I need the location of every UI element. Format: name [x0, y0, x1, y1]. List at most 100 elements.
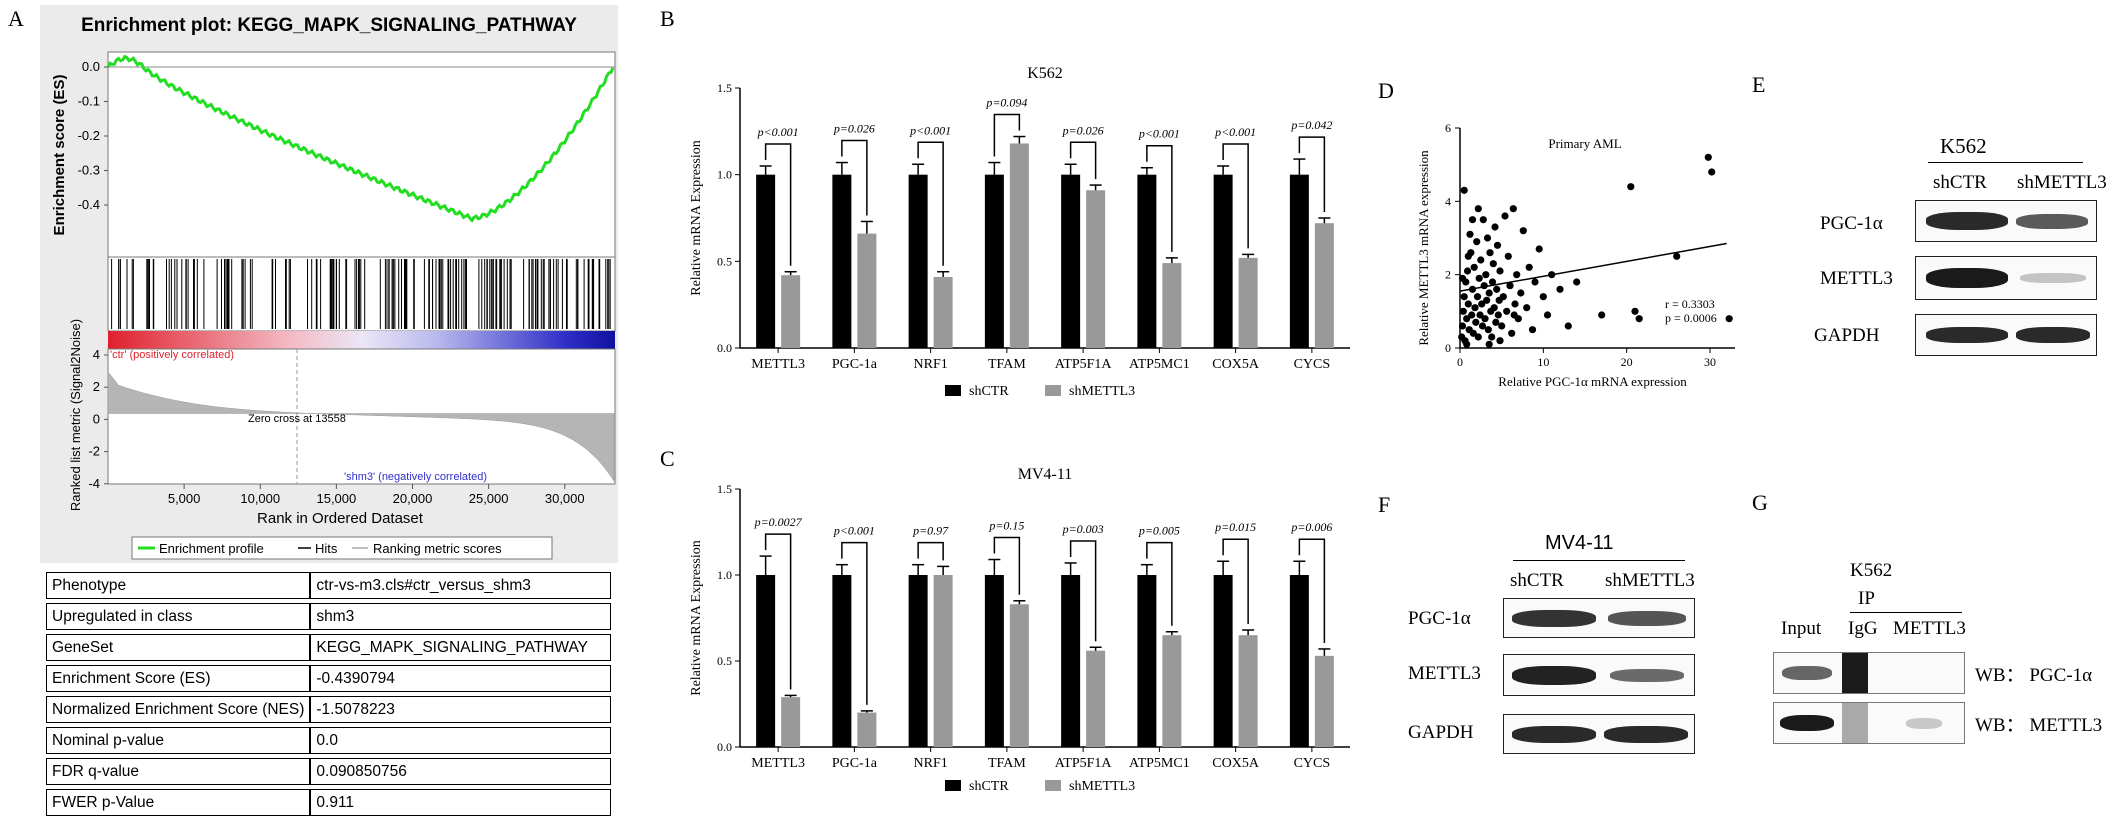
scatter-point — [1469, 329, 1477, 337]
bar-shmettl3 — [857, 712, 877, 747]
scatter-point — [1477, 256, 1485, 264]
scatter-point — [1508, 329, 1516, 337]
bar-shctr — [756, 174, 776, 348]
table-value: 0.0 — [310, 727, 611, 754]
bar-shmettl3 — [1009, 143, 1029, 348]
band — [2020, 273, 2086, 283]
bar-shctr — [984, 575, 1004, 747]
x-tick-label: TFAM — [988, 357, 1026, 372]
panel-e-blot-pgc1a — [1915, 200, 2097, 242]
scatter-point — [1471, 304, 1479, 312]
panel-letter-e: E — [1752, 72, 1766, 97]
scatter-point — [1564, 322, 1572, 330]
hits-barcode — [111, 259, 611, 329]
rank-tick-label: 20,000 — [393, 491, 433, 506]
scatter-point — [1486, 249, 1494, 257]
gsea-title: Enrichment plot: KEGG_MAPK_SIGNALING_PAT… — [81, 15, 577, 36]
bar-shctr — [832, 575, 852, 747]
es-tick-label: -0.1 — [78, 94, 100, 109]
bar-shmettl3 — [1314, 223, 1334, 348]
scatter-point — [1499, 293, 1507, 301]
panel-f-row-pgc1a: PGC-1α — [1408, 608, 1471, 629]
legend-hits-label: Hits — [315, 541, 338, 556]
scatter-point — [1488, 278, 1497, 286]
panel-e-blot-gapdh — [1915, 314, 2097, 356]
table-row: Enrichment Score (ES) -0.4390794 — [46, 665, 611, 692]
scatter-point — [1490, 304, 1498, 312]
x-tick-label: METTL3 — [751, 756, 805, 771]
table-row: Normalized Enrichment Score (NES) -1.5078… — [46, 696, 611, 723]
bar-shmettl3 — [781, 697, 801, 747]
panel-g-row-mettl3: WB： METTL3 — [1975, 715, 2103, 736]
scatter-point — [1474, 333, 1482, 341]
positive-label: 'ctr' (positively correlated) — [110, 349, 234, 361]
bar-shctr — [1061, 575, 1081, 747]
bar-shctr — [1213, 575, 1233, 747]
panel-e-blot-mettl3 — [1915, 256, 2097, 300]
panel-g-lane-mettl3: METTL3 — [1893, 618, 1966, 639]
significance-bracket — [1069, 141, 1097, 180]
panel-letter-b: B — [660, 6, 675, 31]
scatter-point — [1464, 300, 1472, 308]
panel-e-lane-shctr: shCTR — [1933, 172, 1987, 193]
table-value: 0.090850756 — [310, 758, 611, 785]
rank-tick-label: 15,000 — [316, 491, 356, 506]
scatter-point — [1708, 168, 1716, 176]
legend-swatch-shctr — [945, 780, 961, 791]
y-tick-label: 1.5 — [717, 81, 732, 95]
legend-metric-label: Ranking metric scores — [373, 541, 502, 556]
chart-title: MV4-11 — [1018, 466, 1073, 483]
scatter-point — [1470, 263, 1478, 271]
y-tick-label: 4 — [1445, 194, 1451, 208]
band — [1608, 611, 1686, 626]
band — [2016, 327, 2090, 343]
band — [1926, 327, 2008, 343]
ranking-metric-area — [107, 370, 615, 482]
panel-letter-f: F — [1378, 492, 1391, 517]
panel-f-row-mettl3: METTL3 — [1408, 663, 1481, 684]
bar-shctr — [1289, 575, 1309, 747]
scatter-point — [1503, 307, 1511, 315]
panel-e-row-pgc1a: PGC-1α — [1820, 213, 1883, 234]
band — [1926, 268, 2008, 288]
legend-swatch-shmettl3 — [1045, 780, 1061, 791]
panel-letter-g: G — [1752, 490, 1768, 515]
panel-f-lane-shmettl3: shMETTL3 — [1605, 570, 1695, 591]
bar-shmettl3 — [1009, 604, 1029, 747]
p-value-label: p=0.026 — [1062, 123, 1104, 137]
significance-bracket — [993, 113, 1021, 157]
p-value-label: p=0.015 — [1214, 520, 1256, 534]
zero-cross-label: Zero cross at 13558 — [248, 413, 346, 425]
p-value-label: p=0.006 — [1290, 520, 1332, 534]
y-tick-label: 1.5 — [717, 482, 732, 496]
x-tick-label: PGC-1a — [832, 756, 878, 771]
scatter-point — [1539, 293, 1547, 301]
panel-e-underline — [1928, 162, 2083, 163]
regression-line — [1459, 242, 1727, 292]
scatter-point — [1535, 245, 1543, 253]
metric-ylabel: Ranked list metric (Signal2Noise) — [68, 319, 83, 511]
significance-bracket — [764, 533, 792, 690]
scatter-point — [1525, 263, 1533, 271]
scatter-point — [1556, 285, 1564, 293]
table-value: ctr-vs-m3.cls#ctr_versus_shm3 — [310, 572, 611, 599]
legend-label-shctr: shCTR — [969, 384, 1009, 399]
bar-shctr — [908, 575, 928, 747]
significance-bracket — [1298, 136, 1326, 212]
p-value-label: p=0.094 — [985, 96, 1027, 110]
scatter-point — [1492, 318, 1500, 326]
panel-g-blot-mettl3 — [1773, 702, 1965, 744]
scatter-point — [1519, 227, 1527, 235]
panel-f-underline — [1513, 560, 1685, 561]
scatter-point — [1491, 223, 1499, 231]
bar-shctr — [832, 174, 852, 348]
scatter-point — [1635, 315, 1643, 323]
scatter-point — [1673, 252, 1681, 260]
rank-xlabel: Rank in Ordered Dataset — [257, 510, 424, 527]
table-row: FWER p-Value 0.911 — [46, 789, 611, 816]
x-tick-label: ATP5F1A — [1055, 756, 1113, 771]
x-tick-label: COX5A — [1212, 756, 1260, 771]
y-tick-label: 0 — [1445, 341, 1451, 355]
scatter-point — [1511, 300, 1519, 308]
panel-f-lane-shctr: shCTR — [1510, 570, 1564, 591]
